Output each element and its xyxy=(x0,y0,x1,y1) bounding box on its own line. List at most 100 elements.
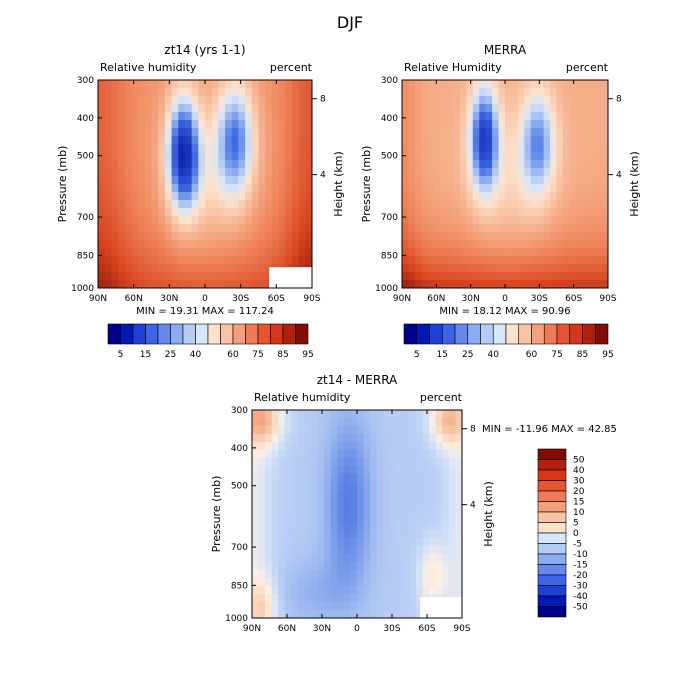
heatmap-cell xyxy=(524,240,532,249)
heatmap-cell xyxy=(505,232,512,241)
heatmap-cell xyxy=(305,168,313,177)
heatmap-cell xyxy=(225,200,233,209)
heatmap-cell xyxy=(429,522,437,531)
heatmap-cell xyxy=(205,272,213,281)
heatmap-cell xyxy=(178,168,186,177)
heatmap-cell xyxy=(389,546,397,555)
colorbar-label: -5 xyxy=(573,540,582,550)
heatmap-cell xyxy=(284,610,292,619)
heatmap-cell xyxy=(305,160,313,169)
heatmap-cell xyxy=(158,120,166,129)
heatmap-cell xyxy=(144,248,152,257)
heatmap-cell xyxy=(284,506,292,515)
heatmap-cell xyxy=(265,578,273,587)
heatmap-cell xyxy=(402,594,410,603)
heatmap-cell xyxy=(530,272,538,281)
heatmap-cell xyxy=(442,474,450,483)
heatmap-cell xyxy=(285,232,293,241)
heatmap-cell xyxy=(537,200,545,209)
heatmap-cell xyxy=(265,466,273,475)
heatmap-cell xyxy=(205,208,213,217)
heatmap-cell xyxy=(124,120,132,129)
heatmap-cell xyxy=(225,272,233,281)
heatmap-cell xyxy=(164,272,172,281)
heatmap-cell xyxy=(389,490,397,499)
heatmap-cell xyxy=(171,192,179,201)
heatmap-cell xyxy=(330,602,338,611)
heatmap-cell xyxy=(337,426,345,435)
heatmap-cell xyxy=(472,136,480,145)
heatmap-cell xyxy=(151,128,159,137)
heatmap-cell xyxy=(225,216,233,225)
heatmap-cell xyxy=(151,264,159,273)
colorbar-label: 25 xyxy=(462,350,473,360)
heatmap-cell xyxy=(343,458,351,467)
heatmap-cell xyxy=(252,562,259,571)
heatmap-cell xyxy=(485,184,493,193)
heatmap-cell xyxy=(408,88,416,97)
heatmap-cell xyxy=(118,280,126,289)
heatmap-cell xyxy=(588,208,596,217)
heatmap-cell xyxy=(265,458,273,467)
heatmap-cell xyxy=(556,208,564,217)
heatmap-cell xyxy=(151,176,159,185)
heatmap-cell xyxy=(225,128,233,137)
heatmap-cell xyxy=(408,248,416,257)
heatmap-cell xyxy=(258,200,266,209)
heatmap-cell xyxy=(550,112,557,121)
heatmap-cell xyxy=(511,80,519,89)
heatmap-cell xyxy=(453,248,461,257)
heatmap-cell xyxy=(337,546,345,555)
heatmap-cell xyxy=(291,248,300,257)
heatmap-cell xyxy=(164,128,172,137)
heatmap-cell xyxy=(104,160,112,169)
heatmap-cell xyxy=(479,240,487,249)
heatmap-cell xyxy=(414,280,422,289)
heatmap-cell xyxy=(408,192,416,201)
heatmap-cell xyxy=(218,136,226,145)
heatmap-cell xyxy=(429,498,437,507)
y-tick-label: 300 xyxy=(77,76,94,86)
heatmap-cell xyxy=(278,562,286,571)
heatmap-cell xyxy=(517,280,525,289)
heatmap-cell xyxy=(434,248,442,257)
heatmap-cell xyxy=(422,474,430,483)
heatmap-cell xyxy=(171,168,179,177)
heatmap-cell xyxy=(550,264,557,273)
heatmap-cell xyxy=(466,272,474,281)
colorbar-box xyxy=(132,323,146,345)
heatmap-cell xyxy=(569,248,577,257)
heatmap-cell xyxy=(238,224,246,233)
heatmap-cell xyxy=(278,176,286,185)
heatmap-cell xyxy=(205,184,213,193)
heatmap-cell xyxy=(595,272,602,281)
heatmap-cell xyxy=(158,144,166,153)
heatmap-cell xyxy=(543,104,551,113)
heatmap-cell xyxy=(562,136,570,145)
heatmap-cell xyxy=(271,490,279,499)
heatmap-cell xyxy=(363,594,371,603)
heatmap-cell xyxy=(324,530,332,539)
heatmap-cell xyxy=(278,426,286,435)
heatmap-cell xyxy=(537,216,545,225)
heatmap-cell xyxy=(278,232,286,241)
heatmap-cell xyxy=(350,538,358,547)
heatmap-cell xyxy=(550,168,557,177)
heatmap-cell xyxy=(245,96,253,105)
heatmap-cell xyxy=(562,232,570,241)
heatmap-cell xyxy=(231,248,239,257)
heatmap-cell xyxy=(265,176,273,185)
heatmap-cell xyxy=(530,144,538,153)
heatmap-cell xyxy=(492,80,499,89)
heatmap-cell xyxy=(435,458,443,467)
heatmap-cell xyxy=(472,192,480,201)
heatmap-cell xyxy=(455,482,463,491)
heatmap-cell xyxy=(448,474,456,483)
heatmap-cell xyxy=(498,168,506,177)
y-tick-label: 700 xyxy=(231,543,248,553)
heatmap-cell xyxy=(492,136,499,145)
heatmap-cell xyxy=(225,232,233,241)
heatmap-cell xyxy=(343,554,351,563)
heatmap-cell xyxy=(492,240,499,249)
colorbar-label: 40 xyxy=(488,350,500,360)
